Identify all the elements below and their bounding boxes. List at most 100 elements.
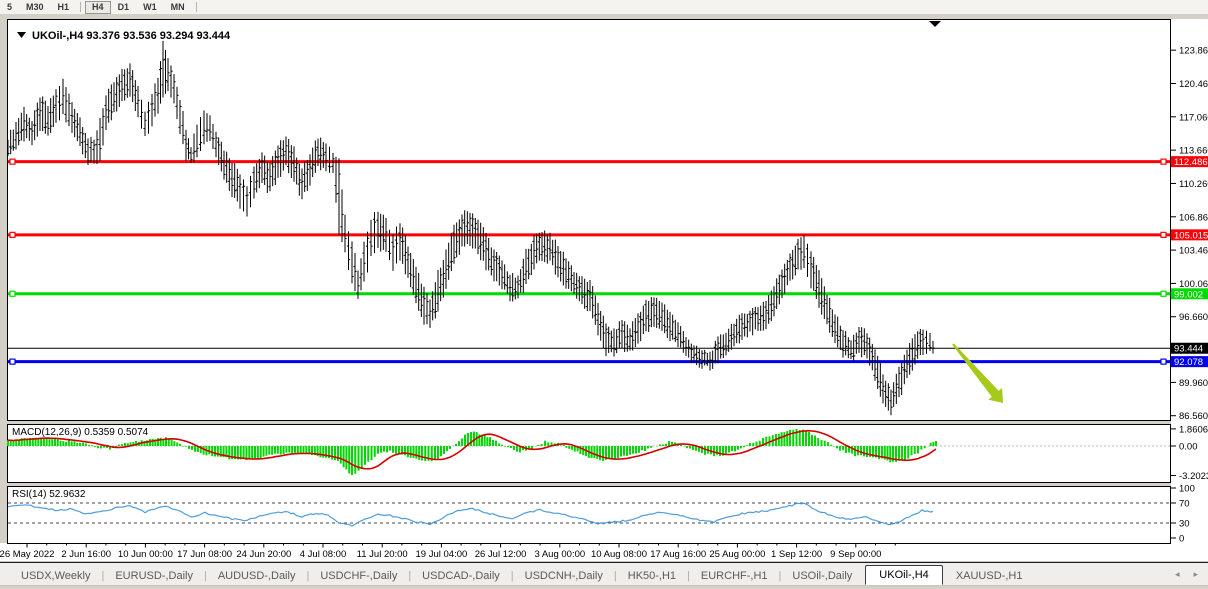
tab-scroll-nav: ◂ ▸ [1161, 569, 1198, 580]
timeframe-button-M30[interactable]: M30 [26, 1, 44, 12]
date-label: 19 Jul 04:00 [416, 549, 468, 560]
chart-window[interactable]: UKOil-,H4 93.376 93.536 93.294 93.444 123… [0, 14, 1208, 563]
timeframe-toolbar: 5 M30 H1 H4 D1 W1 MN [0, 0, 1208, 15]
date-label: 1 Sep 12:00 [771, 549, 822, 560]
price-tick-label: 110.260 [1179, 179, 1208, 190]
chart-tab-eurusd-daily[interactable]: EURUSD-,Daily [115, 570, 193, 582]
main-chart-panel[interactable] [7, 19, 1171, 421]
chart-tab-xauusd-h1[interactable]: XAUUSD-,H1 [955, 570, 1023, 582]
rsi-tick-label: 70 [1179, 499, 1190, 510]
symbol-dropdown-icon[interactable] [17, 32, 26, 38]
tab-separator: | [408, 570, 412, 582]
price-tick-label: 117.060 [1179, 112, 1208, 123]
timeframe-button-D1[interactable]: D1 [117, 1, 130, 12]
price-badge-text: 92.078 [1174, 357, 1203, 368]
chart-title-text: UKOil-,H4 93.376 93.536 93.294 93.444 [32, 30, 231, 42]
hline-handle[interactable] [1160, 158, 1167, 165]
timeframe-button-W1[interactable]: W1 [143, 1, 157, 12]
date-label: 3 Aug 00:00 [534, 549, 585, 560]
chart-tab-eurchf-h1[interactable]: EURCHF-,H1 [700, 570, 768, 582]
chart-tab-usdcnh-daily[interactable]: USDCNH-,Daily [524, 570, 603, 582]
timeframe-button-5[interactable]: 5 [7, 1, 13, 12]
date-axis[interactable] [0, 543, 1208, 563]
rsi-tick-label: 0 [1179, 534, 1184, 545]
hline-handle[interactable] [1160, 290, 1167, 297]
price-badge-99.002 [1171, 288, 1208, 300]
price-badge-92.078 [1171, 356, 1208, 368]
horizontal-line-objects [8, 158, 1170, 365]
hline-handle[interactable] [9, 158, 16, 165]
date-label: 10 Jun 00:00 [118, 549, 173, 560]
rsi-label: RSI(14) 52.9632 [12, 489, 86, 500]
chart-tabs: USDX,Weekly | EURUSD-,Daily | AUDUSD-,Daily |… [0, 563, 1208, 586]
hline-handle[interactable] [1160, 358, 1167, 365]
date-label: 24 Jun 20:00 [236, 549, 291, 560]
price-badge-text: 105.015 [1174, 230, 1208, 241]
tab-separator: | [510, 570, 514, 582]
hline-handle[interactable] [9, 231, 16, 238]
macd-label: MACD(12,26,9) 0.5359 0.5074 [12, 427, 149, 438]
price-badge-105.015 [1171, 229, 1208, 241]
price-badge-text: 112.486 [1174, 157, 1208, 168]
date-label: 11 Jul 20:00 [357, 549, 408, 560]
chart-tab-usoil-daily[interactable]: USOil-,Daily [792, 570, 853, 582]
hline-handle[interactable] [1160, 231, 1167, 238]
price-tick-label: 103.460 [1179, 246, 1208, 257]
chart-title: UKOil-,H4 93.376 93.536 93.294 93.444 [17, 30, 231, 42]
price-tick-label: 123.860 [1179, 46, 1208, 57]
price-badge-text: 93.444 [1174, 344, 1203, 355]
price-badge-text: 99.002 [1174, 289, 1203, 300]
autoscroll-marker-icon[interactable] [929, 21, 941, 27]
date-label: 26 May 2022 [0, 549, 54, 560]
tab-scroll-right-icon[interactable]: ▸ [1193, 569, 1198, 579]
chart-tab-audusd-daily[interactable]: AUDUSD-,Daily [217, 570, 296, 582]
tab-separator: | [778, 570, 782, 582]
date-axis-labels: 26 May 2022 2 Jun 16:00 10 Jun 00:00 17 Jun… [0, 543, 896, 560]
price-tick-label: 89.960 [1179, 378, 1208, 389]
price-tick-label: 100.060 [1179, 279, 1208, 290]
price-axis-labels: 123.860 120.460 117.060 113.660 110.260 106.8… [1171, 46, 1208, 545]
chart-tab-bar: USDX,Weekly | EURUSD-,Daily | AUDUSD-,Daily |… [0, 563, 1208, 589]
timeframe-button-H4[interactable]: H4 [85, 0, 111, 14]
chart-tab-usdchf-daily[interactable]: USDCHF-,Daily [320, 570, 398, 582]
hline-handle[interactable] [9, 290, 16, 297]
chart-tab-ukoil-h4[interactable]: UKOil-,H4 [865, 565, 943, 585]
chart-tab-usdcad-daily[interactable]: USDCAD-,Daily [422, 570, 500, 582]
price-tick-label: 113.660 [1179, 146, 1208, 157]
chart-tab-hk50-h1[interactable]: HK50-,H1 [627, 570, 677, 582]
tab-separator: | [306, 570, 310, 582]
tab-separator: | [687, 570, 690, 582]
date-label: 4 Jul 08:00 [300, 549, 346, 560]
price-tick-label: 120.460 [1179, 79, 1208, 90]
down-arrow-annotation[interactable] [952, 343, 1003, 403]
price-badge-112.486 [1171, 156, 1208, 168]
toolbar-separator [80, 2, 82, 12]
timeframe-button-MN[interactable]: MN [170, 1, 185, 12]
chart-tab-usdx-weekly[interactable]: USDX,Weekly [21, 570, 91, 582]
date-label: 9 Sep 00:00 [830, 549, 881, 560]
tab-separator: | [203, 570, 207, 582]
rsi-tick-label: 30 [1179, 519, 1190, 530]
toolbar-separator [195, 2, 197, 12]
price-tick-label: 86.560 [1179, 411, 1208, 422]
tab-scroll-left-icon[interactable]: ◂ [1174, 569, 1180, 579]
rsi-line [7, 502, 934, 527]
rsi-panel[interactable] [7, 486, 1171, 544]
timeframe-button-H1[interactable]: H1 [57, 1, 70, 12]
date-label: 25 Aug 00:00 [709, 549, 765, 560]
date-label: 26 Jul 12:00 [475, 549, 527, 560]
macd-tick-label: -3.2023 [1179, 471, 1208, 482]
price-tick-label: 106.860 [1179, 212, 1208, 223]
date-label: 2 Jun 16:00 [61, 549, 111, 560]
price-bars [8, 40, 935, 416]
price-tick-label: 96.660 [1179, 312, 1208, 323]
tab-separator: | [613, 570, 617, 582]
macd-signal-line [7, 429, 937, 470]
date-label: 17 Jun 08:00 [177, 549, 232, 560]
macd-histogram [7, 428, 937, 475]
rsi-tick-label: 100 [1179, 484, 1195, 495]
hline-handle[interactable] [9, 358, 16, 365]
price-badge-93.444 [1171, 342, 1208, 354]
date-label: 17 Aug 16:00 [650, 549, 706, 560]
